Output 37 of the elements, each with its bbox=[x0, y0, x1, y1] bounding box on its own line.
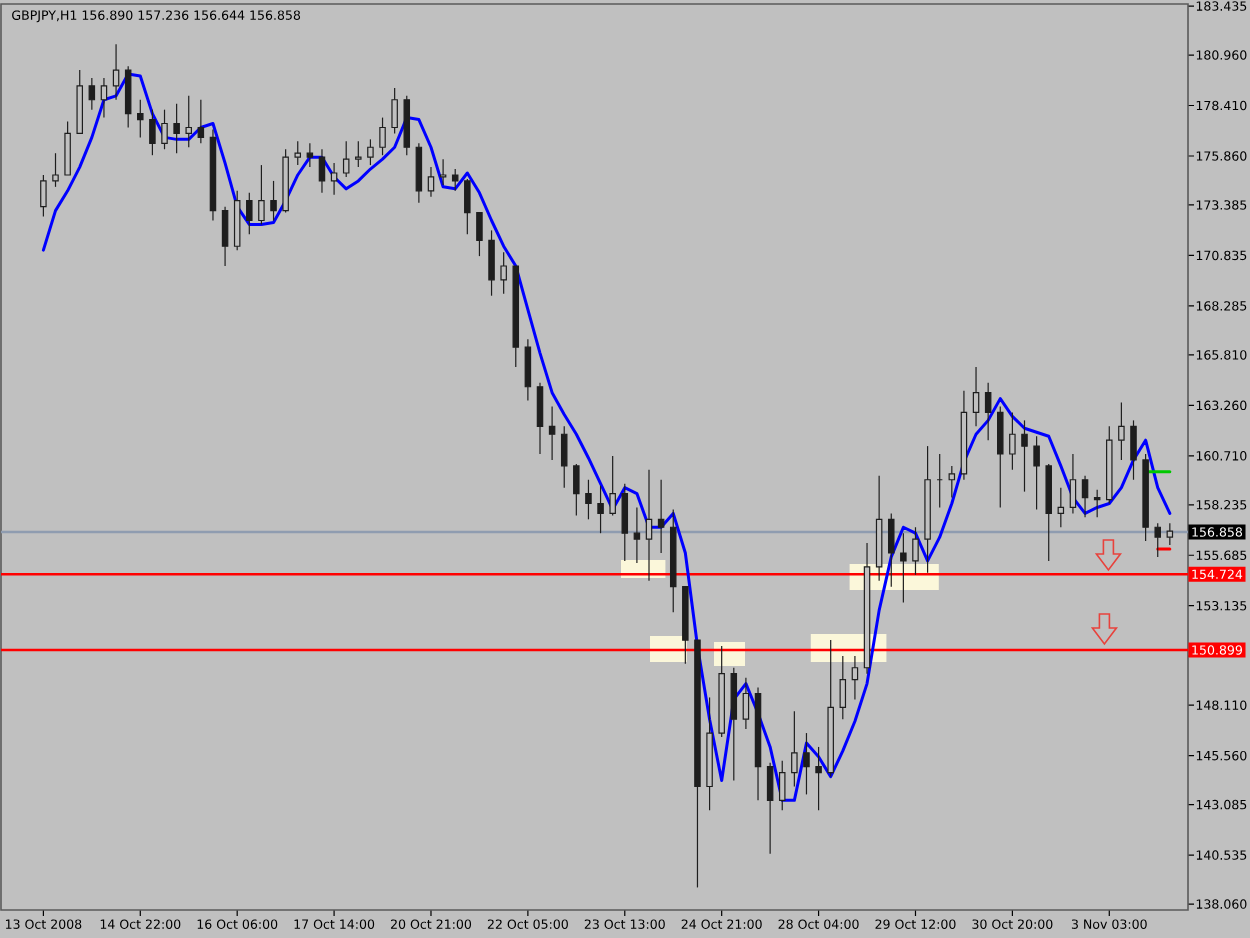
candlestick bbox=[609, 455, 616, 516]
candlestick bbox=[1045, 463, 1052, 562]
candlestick bbox=[221, 206, 229, 267]
candlestick bbox=[815, 746, 822, 811]
candlestick bbox=[330, 162, 338, 196]
candlestick bbox=[863, 542, 871, 675]
candlestick bbox=[645, 469, 653, 582]
candlestick bbox=[524, 338, 532, 402]
line-series bbox=[41, 72, 1172, 802]
candlestick bbox=[439, 158, 447, 186]
candlestick bbox=[173, 103, 180, 154]
candlestick bbox=[464, 178, 471, 235]
candlestick bbox=[972, 366, 980, 427]
candlestick bbox=[742, 677, 750, 730]
candlestick bbox=[766, 762, 774, 855]
candlestick bbox=[112, 43, 120, 101]
candlestick bbox=[209, 128, 217, 222]
candlestick bbox=[415, 142, 423, 204]
candlestick bbox=[803, 732, 810, 796]
candlestick bbox=[754, 686, 762, 801]
candlestick bbox=[960, 390, 968, 481]
candlestick bbox=[1118, 401, 1125, 461]
candlestick bbox=[875, 475, 883, 582]
candlestick bbox=[900, 532, 907, 604]
candlestick bbox=[1081, 475, 1089, 518]
candlestick bbox=[851, 655, 859, 701]
candlestick bbox=[706, 696, 713, 811]
candlestick bbox=[318, 148, 326, 194]
candlestick bbox=[427, 166, 435, 198]
candlestick bbox=[573, 463, 580, 516]
candlestick bbox=[1069, 453, 1077, 514]
candlestick bbox=[536, 382, 544, 455]
candlestick bbox=[197, 99, 205, 144]
candlestick bbox=[924, 445, 931, 574]
candlestick bbox=[100, 77, 108, 119]
candlestick bbox=[548, 405, 556, 461]
candlestick bbox=[657, 479, 665, 554]
